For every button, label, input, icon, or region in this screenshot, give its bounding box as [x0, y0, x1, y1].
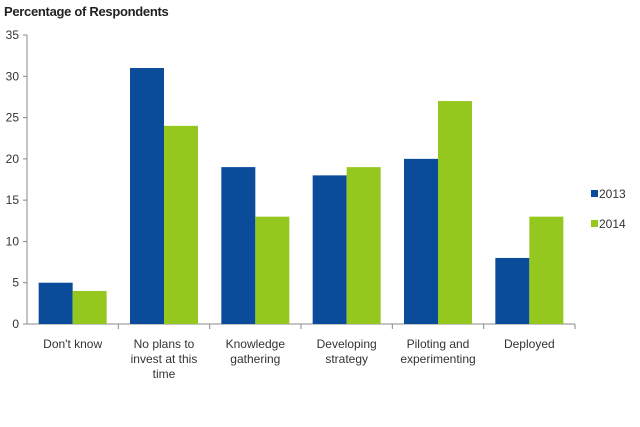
x-category-label: Knowledge gathering: [226, 337, 286, 366]
x-category-label: Piloting and experimenting: [400, 337, 475, 366]
y-tick-label: 10: [6, 234, 20, 248]
legend-swatch-2014: [591, 220, 598, 227]
bar-2014: [346, 167, 381, 324]
bar-2013: [38, 282, 73, 324]
bar-2013: [130, 68, 164, 325]
x-category-label: No plans to invest at this time: [131, 337, 198, 381]
bar-2013: [495, 257, 530, 324]
legend-label-2013: 2013: [599, 187, 626, 201]
bar-2013: [221, 167, 256, 324]
bar-2013: [312, 175, 347, 324]
y-tick-label: 0: [12, 317, 19, 331]
y-tick-label: 35: [6, 28, 20, 42]
bar-2014: [255, 216, 290, 324]
bar-2014: [164, 125, 198, 324]
legend-label-2014: 2014: [599, 217, 626, 231]
y-tick-label: 20: [6, 152, 20, 166]
bar-2014: [438, 101, 472, 324]
bar-2014: [529, 216, 564, 324]
y-tick-label: 5: [12, 276, 19, 290]
bar-2013: [404, 158, 438, 324]
legend-swatch-2013: [591, 190, 598, 197]
x-category-label: Developing strategy: [317, 337, 377, 366]
bar-2014: [72, 290, 107, 324]
x-category-label: Deployed: [504, 337, 555, 351]
y-tick-label: 15: [6, 193, 20, 207]
y-tick-label: 25: [6, 111, 20, 125]
x-category-label: Don't know: [43, 337, 102, 351]
y-tick-label: 30: [6, 69, 20, 83]
chart-title: Percentage of Respondents: [4, 4, 169, 19]
